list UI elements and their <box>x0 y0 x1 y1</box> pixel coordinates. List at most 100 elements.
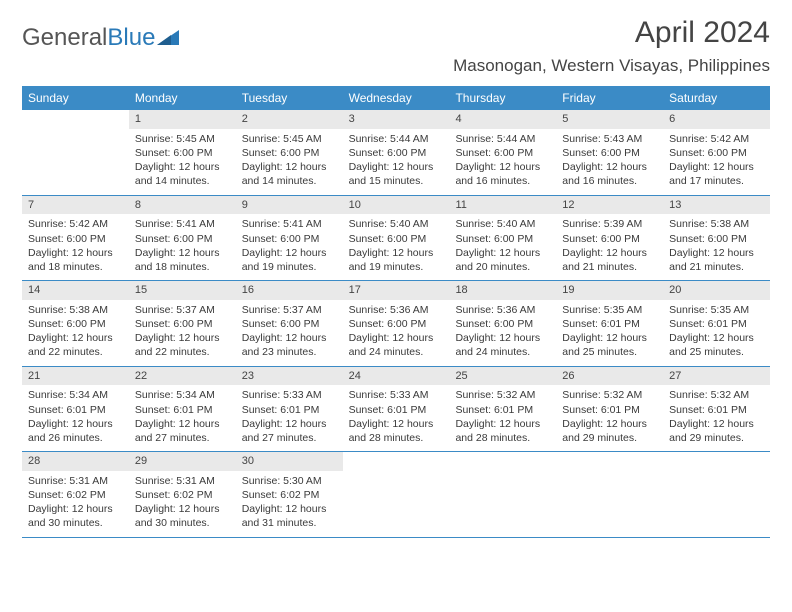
calendar: Sunday Monday Tuesday Wednesday Thursday… <box>22 86 770 538</box>
day-header-thu: Thursday <box>449 86 556 110</box>
sunset-text: Sunset: 6:00 PM <box>349 146 444 160</box>
day-number: 13 <box>663 196 770 215</box>
day-cell: 20Sunrise: 5:35 AMSunset: 6:01 PMDayligh… <box>663 281 770 366</box>
day-body: Sunrise: 5:31 AMSunset: 6:02 PMDaylight:… <box>129 471 236 537</box>
day-cell <box>343 452 450 537</box>
sunrise-text: Sunrise: 5:43 AM <box>562 132 657 146</box>
day-number: 19 <box>556 281 663 300</box>
sunrise-text: Sunrise: 5:45 AM <box>242 132 337 146</box>
day-number: 22 <box>129 367 236 386</box>
day-cell: 27Sunrise: 5:32 AMSunset: 6:01 PMDayligh… <box>663 367 770 452</box>
day-body: Sunrise: 5:30 AMSunset: 6:02 PMDaylight:… <box>236 471 343 537</box>
day-cell: 25Sunrise: 5:32 AMSunset: 6:01 PMDayligh… <box>449 367 556 452</box>
logo-text-1: General <box>22 24 107 52</box>
day-number: 30 <box>236 452 343 471</box>
day-header-tue: Tuesday <box>236 86 343 110</box>
sunrise-text: Sunrise: 5:31 AM <box>135 474 230 488</box>
sunset-text: Sunset: 6:00 PM <box>349 232 444 246</box>
daylight-text: Daylight: 12 hours and 21 minutes. <box>562 246 657 274</box>
daylight-text: Daylight: 12 hours and 24 minutes. <box>455 331 550 359</box>
sunset-text: Sunset: 6:01 PM <box>242 403 337 417</box>
day-body: Sunrise: 5:38 AMSunset: 6:00 PMDaylight:… <box>663 214 770 280</box>
day-header-sun: Sunday <box>22 86 129 110</box>
sunrise-text: Sunrise: 5:33 AM <box>349 388 444 402</box>
day-number: 12 <box>556 196 663 215</box>
day-header-wed: Wednesday <box>343 86 450 110</box>
sunset-text: Sunset: 6:02 PM <box>242 488 337 502</box>
day-body: Sunrise: 5:45 AMSunset: 6:00 PMDaylight:… <box>129 129 236 195</box>
day-number: 21 <box>22 367 129 386</box>
sunrise-text: Sunrise: 5:35 AM <box>669 303 764 317</box>
daylight-text: Daylight: 12 hours and 18 minutes. <box>28 246 123 274</box>
day-header-fri: Friday <box>556 86 663 110</box>
day-body: Sunrise: 5:31 AMSunset: 6:02 PMDaylight:… <box>22 471 129 537</box>
day-cell <box>22 110 129 195</box>
day-number: 6 <box>663 110 770 129</box>
day-body: Sunrise: 5:34 AMSunset: 6:01 PMDaylight:… <box>22 385 129 451</box>
day-body: Sunrise: 5:33 AMSunset: 6:01 PMDaylight:… <box>343 385 450 451</box>
logo-text-2: Blue <box>107 24 155 52</box>
week-row: 21Sunrise: 5:34 AMSunset: 6:01 PMDayligh… <box>22 367 770 453</box>
day-number: 25 <box>449 367 556 386</box>
daylight-text: Daylight: 12 hours and 26 minutes. <box>28 417 123 445</box>
day-header-sat: Saturday <box>663 86 770 110</box>
day-number: 2 <box>236 110 343 129</box>
day-cell: 7Sunrise: 5:42 AMSunset: 6:00 PMDaylight… <box>22 196 129 281</box>
day-cell: 11Sunrise: 5:40 AMSunset: 6:00 PMDayligh… <box>449 196 556 281</box>
sunrise-text: Sunrise: 5:41 AM <box>135 217 230 231</box>
day-number: 17 <box>343 281 450 300</box>
day-body: Sunrise: 5:36 AMSunset: 6:00 PMDaylight:… <box>449 300 556 366</box>
daylight-text: Daylight: 12 hours and 18 minutes. <box>135 246 230 274</box>
sunset-text: Sunset: 6:00 PM <box>135 146 230 160</box>
day-number: 20 <box>663 281 770 300</box>
sunset-text: Sunset: 6:00 PM <box>669 146 764 160</box>
sunrise-text: Sunrise: 5:31 AM <box>28 474 123 488</box>
daylight-text: Daylight: 12 hours and 21 minutes. <box>669 246 764 274</box>
day-body: Sunrise: 5:37 AMSunset: 6:00 PMDaylight:… <box>129 300 236 366</box>
day-cell: 18Sunrise: 5:36 AMSunset: 6:00 PMDayligh… <box>449 281 556 366</box>
sunset-text: Sunset: 6:00 PM <box>455 146 550 160</box>
sunrise-text: Sunrise: 5:37 AM <box>135 303 230 317</box>
daylight-text: Daylight: 12 hours and 28 minutes. <box>349 417 444 445</box>
day-body: Sunrise: 5:40 AMSunset: 6:00 PMDaylight:… <box>343 214 450 280</box>
sunset-text: Sunset: 6:00 PM <box>669 232 764 246</box>
daylight-text: Daylight: 12 hours and 31 minutes. <box>242 502 337 530</box>
day-number: 24 <box>343 367 450 386</box>
sunrise-text: Sunrise: 5:34 AM <box>28 388 123 402</box>
day-number: 7 <box>22 196 129 215</box>
sunset-text: Sunset: 6:01 PM <box>455 403 550 417</box>
day-cell: 16Sunrise: 5:37 AMSunset: 6:00 PMDayligh… <box>236 281 343 366</box>
day-cell: 3Sunrise: 5:44 AMSunset: 6:00 PMDaylight… <box>343 110 450 195</box>
day-body: Sunrise: 5:40 AMSunset: 6:00 PMDaylight:… <box>449 214 556 280</box>
sunset-text: Sunset: 6:00 PM <box>562 232 657 246</box>
day-cell: 19Sunrise: 5:35 AMSunset: 6:01 PMDayligh… <box>556 281 663 366</box>
header: GeneralBlue April 2024 Masonogan, Wester… <box>22 16 770 76</box>
day-cell: 9Sunrise: 5:41 AMSunset: 6:00 PMDaylight… <box>236 196 343 281</box>
sunset-text: Sunset: 6:01 PM <box>562 403 657 417</box>
day-cell: 30Sunrise: 5:30 AMSunset: 6:02 PMDayligh… <box>236 452 343 537</box>
sunset-text: Sunset: 6:01 PM <box>669 317 764 331</box>
daylight-text: Daylight: 12 hours and 17 minutes. <box>669 160 764 188</box>
daylight-text: Daylight: 12 hours and 16 minutes. <box>562 160 657 188</box>
daylight-text: Daylight: 12 hours and 29 minutes. <box>562 417 657 445</box>
day-number: 11 <box>449 196 556 215</box>
sunset-text: Sunset: 6:00 PM <box>455 232 550 246</box>
sunset-text: Sunset: 6:00 PM <box>349 317 444 331</box>
daylight-text: Daylight: 12 hours and 27 minutes. <box>135 417 230 445</box>
day-number: 23 <box>236 367 343 386</box>
day-body: Sunrise: 5:32 AMSunset: 6:01 PMDaylight:… <box>663 385 770 451</box>
day-number: 3 <box>343 110 450 129</box>
day-number: 28 <box>22 452 129 471</box>
sunrise-text: Sunrise: 5:38 AM <box>669 217 764 231</box>
month-title: April 2024 <box>453 16 770 50</box>
day-header-mon: Monday <box>129 86 236 110</box>
day-cell: 28Sunrise: 5:31 AMSunset: 6:02 PMDayligh… <box>22 452 129 537</box>
daylight-text: Daylight: 12 hours and 25 minutes. <box>562 331 657 359</box>
day-body: Sunrise: 5:45 AMSunset: 6:00 PMDaylight:… <box>236 129 343 195</box>
day-cell: 26Sunrise: 5:32 AMSunset: 6:01 PMDayligh… <box>556 367 663 452</box>
daylight-text: Daylight: 12 hours and 23 minutes. <box>242 331 337 359</box>
sunset-text: Sunset: 6:00 PM <box>28 317 123 331</box>
sunset-text: Sunset: 6:00 PM <box>135 232 230 246</box>
sunrise-text: Sunrise: 5:35 AM <box>562 303 657 317</box>
day-number: 5 <box>556 110 663 129</box>
